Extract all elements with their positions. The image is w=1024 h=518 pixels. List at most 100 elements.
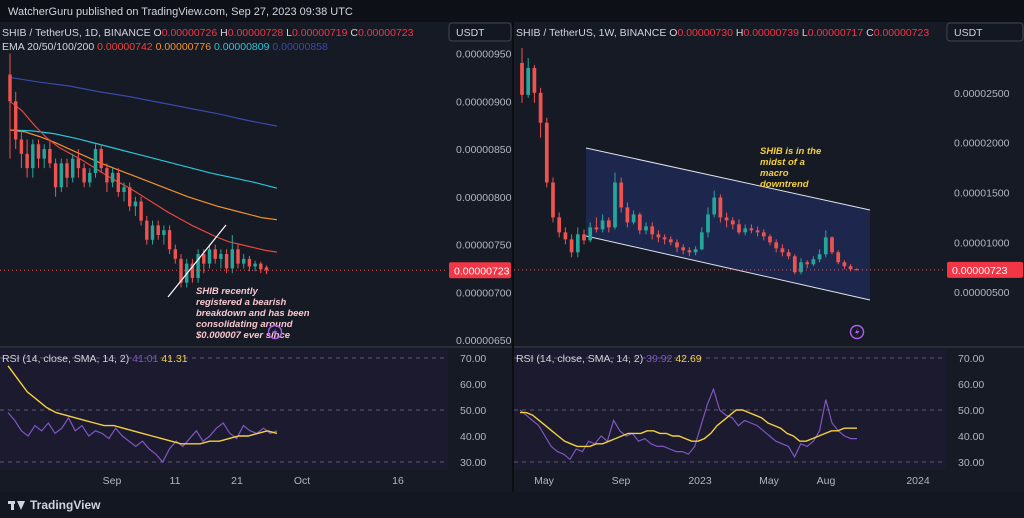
- symbol-name: SHIB / TetherUS, 1W, BINANCE: [516, 27, 669, 39]
- candle-body: [557, 217, 562, 233]
- tradingview-logo[interactable]: TradingView: [8, 498, 100, 512]
- candle-body: [8, 74, 12, 102]
- candle-body: [65, 163, 69, 178]
- candle-body: [13, 101, 18, 140]
- candle-body: [99, 149, 103, 169]
- currency-badge: [448, 22, 512, 42]
- candle-body: [644, 226, 648, 231]
- panel-divider[interactable]: [512, 22, 514, 492]
- candle-body: [520, 62, 524, 95]
- left-chart-svg[interactable]: 0.00000950 0.00000900 0.00000850 0.00000800…: [0, 22, 512, 492]
- footer: [0, 492, 1024, 518]
- chart-annotation-line: registered a bearish: [196, 297, 286, 308]
- right-chart-svg[interactable]: 0.00002500 0.00002000 0.00001500 0.00001000…: [514, 22, 1024, 492]
- candle-body: [133, 201, 138, 207]
- candle-body: [656, 234, 661, 238]
- candle-body: [761, 232, 766, 237]
- ema-value: 0.00000809: [214, 41, 272, 53]
- ema-value: 0.00000742: [97, 41, 155, 53]
- ema-value: 0.00000858: [272, 41, 328, 53]
- candle-body: [780, 248, 785, 253]
- channel-upper-line: [585, 147, 871, 211]
- ema20-line: [9, 100, 278, 253]
- rsi-tick-label: 40.00: [460, 431, 486, 443]
- chart-annotation-line: breakdown and has been: [196, 308, 310, 319]
- candle-body: [681, 247, 686, 251]
- candle-body: [606, 220, 611, 228]
- rsi-line: [7, 412, 278, 464]
- candle-body: [718, 197, 723, 218]
- time-tick-label: Oct: [294, 475, 310, 487]
- candle-body: [224, 254, 229, 269]
- right-chart-panel[interactable]: 0.00002500 0.00002000 0.00001500 0.00001000…: [514, 22, 1024, 492]
- candle-body: [538, 92, 543, 123]
- candle-body: [712, 197, 717, 215]
- rsi-value: 39.92: [646, 353, 675, 365]
- candle-body: [259, 263, 263, 270]
- price-tick-label: 0.00000500: [954, 287, 1010, 299]
- ohlc-value-h: 0.00000728: [228, 27, 286, 39]
- candle-body: [575, 234, 580, 253]
- candle-body: [42, 149, 46, 159]
- symbol-legend: SHIB / TetherUS, 1W, BINANCE O0.00000730…: [516, 27, 929, 39]
- candle-body: [811, 259, 816, 265]
- candle-body: [236, 249, 240, 264]
- candle-body: [145, 220, 149, 240]
- chart-annotation-line: SHIB recently: [196, 286, 258, 297]
- candle-body: [706, 214, 710, 233]
- price-tick-label: 0.00000750: [456, 240, 512, 252]
- candle-body: [213, 249, 217, 259]
- candle-body: [551, 182, 555, 218]
- candle-body: [544, 122, 549, 183]
- rsi-tick-label: 40.00: [958, 431, 984, 443]
- candle-body: [730, 220, 735, 225]
- candle-body: [792, 256, 797, 273]
- rsi-legend-label: RSI (14, close, SMA, 14, 2): [516, 353, 646, 365]
- candle-body: [31, 144, 35, 169]
- ema-legend: EMA 20/50/100/200 0.00000742 0.00000776 …: [2, 41, 328, 53]
- rsi-tick-label: 60.00: [460, 379, 486, 391]
- candle-body: [848, 266, 853, 270]
- candle-body: [122, 187, 126, 192]
- candle-body: [619, 182, 624, 208]
- candle-body: [162, 230, 166, 235]
- candle-body: [774, 242, 779, 249]
- chart-annotation-line: consolidating around: [196, 319, 293, 330]
- ohlc-value-l: 0.00000717: [808, 27, 866, 39]
- channel-lower-line: [585, 235, 871, 301]
- candle-body: [799, 262, 803, 273]
- rsi-legend-label: RSI (14, close, SMA, 14, 2): [2, 353, 132, 365]
- candle-body: [625, 207, 630, 223]
- ema-legend-label: EMA 20/50/100/200: [2, 41, 97, 53]
- ema200-line: [9, 76, 278, 127]
- price-tick-label: 0.00000900: [456, 96, 512, 108]
- ohlc-key-o: O: [669, 27, 677, 39]
- price-tick-label: 0.00000850: [456, 144, 512, 156]
- candle-body: [687, 250, 692, 253]
- price-tick-label: 0.00000650: [456, 335, 512, 347]
- rsi-tick-label: 60.00: [958, 379, 984, 391]
- candle-body: [59, 163, 64, 188]
- candle-body: [582, 234, 586, 241]
- candle-body: [786, 252, 791, 257]
- chart-annotation-line: downtrend: [760, 179, 809, 190]
- ohlc-key-l: L: [802, 27, 808, 39]
- tradingview-logo-icon: [8, 499, 25, 511]
- chart-annotation-line: midst of a: [760, 157, 805, 168]
- rsi-ma-line: [520, 409, 857, 448]
- rsi-ma-line: [7, 365, 278, 445]
- candle-body: [88, 172, 92, 183]
- ohlc-key-o: O: [154, 27, 162, 39]
- candle-body: [247, 258, 252, 267]
- candle-body: [817, 254, 822, 260]
- left-chart-panel[interactable]: 0.00000950 0.00000900 0.00000850 0.00000800…: [0, 22, 512, 492]
- rsi-tick-label: 70.00: [460, 353, 486, 365]
- downtrend-channel: [586, 148, 870, 300]
- candle-body: [836, 252, 841, 263]
- price-tick-label: 0.00002500: [954, 88, 1010, 100]
- breakdown-trendline: [167, 224, 227, 298]
- time-tick-label: 21: [231, 475, 243, 487]
- candle-body: [110, 172, 115, 183]
- candle-body: [156, 225, 160, 235]
- currency-label: USDT: [456, 27, 485, 39]
